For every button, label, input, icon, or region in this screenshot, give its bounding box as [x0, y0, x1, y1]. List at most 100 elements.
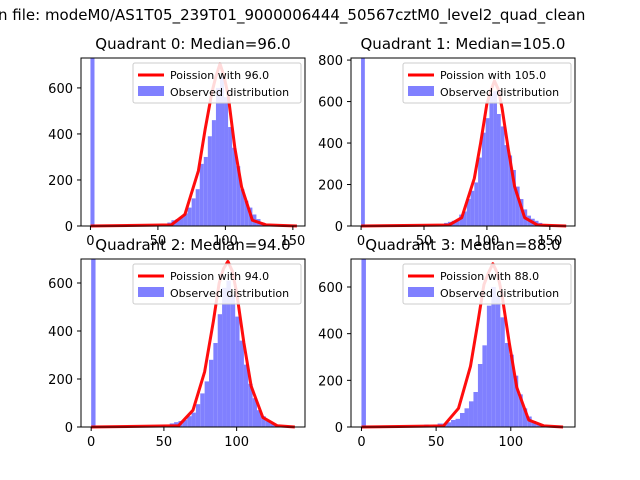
histogram-bar: [91, 259, 96, 427]
legend: Poission with 96.0 Observed distribution: [132, 62, 302, 104]
histogram-bar: [265, 421, 271, 427]
legend: Poission with 105.0 Observed distribution: [402, 62, 572, 104]
histogram-bar: [361, 58, 365, 226]
x-tick-label: 150: [280, 234, 305, 249]
y-tick-label: 400: [318, 328, 343, 343]
subplot-title: Quadrant 1: Median=105.0: [361, 35, 566, 53]
y-tick-label: 400: [48, 325, 73, 340]
histogram-bar: [446, 422, 452, 427]
y-tick-label: 600: [48, 277, 73, 292]
histogram-bar: [248, 383, 253, 427]
histogram-bar: [217, 314, 223, 427]
x-tick-label: 0: [357, 435, 365, 450]
histogram-bar: [470, 190, 475, 226]
legend-box: [402, 263, 572, 305]
legend-entry-observed: Observed distribution: [170, 287, 289, 300]
histogram-bar: [213, 343, 218, 427]
histogram-bar: [187, 416, 192, 427]
histogram-bar: [207, 136, 212, 226]
histogram-bar: [463, 211, 467, 226]
histogram-bar: [486, 305, 492, 427]
y-tick-label: 600: [318, 281, 343, 296]
x-tick-label: 100: [474, 234, 499, 249]
histogram-bar: [493, 91, 497, 226]
legend-bar-swatch: [408, 86, 434, 96]
histogram-bar: [515, 186, 520, 226]
histogram-bars: [361, 259, 546, 427]
legend-box: [402, 62, 572, 104]
histogram-bar: [485, 118, 490, 226]
histogram-bar: [199, 163, 204, 226]
histogram-bar: [473, 392, 478, 427]
histogram-bar: [195, 404, 201, 427]
y-tick-label: 600: [48, 82, 73, 97]
histogram-bar: [522, 408, 528, 427]
histogram-bar: [477, 364, 483, 427]
y-tick-label: 200: [318, 179, 343, 194]
histogram-bar: [455, 219, 460, 226]
histogram-bar: [496, 114, 501, 226]
legend: Poission with 94.0 Observed distribution: [132, 263, 302, 305]
x-tick-label: 50: [416, 234, 433, 249]
histogram-bar: [504, 145, 509, 226]
legend-bar-swatch: [408, 287, 434, 297]
histogram-bar: [478, 157, 482, 226]
histogram-bar: [191, 412, 196, 427]
y-tick-label: 600: [318, 96, 343, 111]
subplot-title: Quadrant 2: Median=94.0: [95, 236, 290, 254]
histogram-bar: [455, 418, 461, 427]
histogram-bar: [204, 381, 209, 427]
x-tick-label: 100: [213, 234, 238, 249]
histogram-bar: [240, 189, 245, 226]
histogram-bar: [460, 413, 465, 427]
histogram-bar: [468, 401, 474, 427]
histogram-bar: [200, 393, 205, 427]
x-tick-label: 100: [224, 435, 249, 450]
histogram-bar: [500, 317, 505, 427]
histogram-bar: [257, 410, 262, 427]
legend-entry-poisson: Poission with 96.0: [170, 69, 269, 82]
histogram-bar: [512, 170, 516, 226]
histogram-bar: [211, 120, 216, 226]
histogram-bar: [226, 280, 231, 427]
subplot-bottom-left: 0 50 100 0 200 400 600 Quadrant 2: Median=94.0 P…: [48, 236, 306, 450]
subplot-top-right: 0 50 100 150 0 200 400 600 800 Quadrant 1: Median…: [318, 35, 576, 249]
histogram-bar: [459, 214, 463, 226]
histogram-bar: [222, 287, 227, 427]
histogram-bar: [232, 147, 237, 226]
histogram-bar: [466, 199, 471, 226]
histogram-bar: [90, 58, 95, 226]
x-tick-label: 0: [357, 234, 365, 249]
histogram-bar: [179, 216, 184, 226]
histogram-bar: [209, 359, 214, 427]
histogram-bar: [474, 182, 479, 226]
histogram-bar: [464, 408, 469, 427]
histogram-bars: [91, 259, 279, 427]
histogram-bar: [219, 76, 225, 226]
histogram-bar: [513, 375, 519, 427]
axes-frame: [80, 258, 306, 428]
histogram-bar: [187, 207, 192, 226]
legend-entry-poisson: Poission with 94.0: [170, 270, 269, 283]
axes-frame: [350, 57, 576, 227]
histogram-bar: [509, 354, 514, 427]
legend-entry-observed: Observed distribution: [440, 287, 559, 300]
histogram-bar: [270, 423, 275, 427]
histogram-bar: [489, 93, 494, 226]
histogram-bar: [482, 345, 487, 427]
axes-frame: [350, 258, 576, 428]
axes-frame: [80, 57, 306, 227]
y-tick-label: 0: [335, 220, 343, 235]
legend-box: [132, 263, 302, 305]
histogram-bar: [230, 295, 236, 427]
y-tick-label: 0: [335, 421, 343, 436]
legend-entry-poisson: Poission with 88.0: [440, 270, 539, 283]
figure-suptitle: n file: modeM0/AS1T05_239T01_9000006444_…: [0, 6, 585, 25]
y-tick-label: 400: [318, 137, 343, 152]
histogram-bar: [518, 394, 523, 427]
histogram-bar: [224, 97, 229, 227]
y-tick-label: 200: [318, 374, 343, 389]
legend-entry-observed: Observed distribution: [170, 86, 289, 99]
histogram-bar: [215, 87, 220, 226]
